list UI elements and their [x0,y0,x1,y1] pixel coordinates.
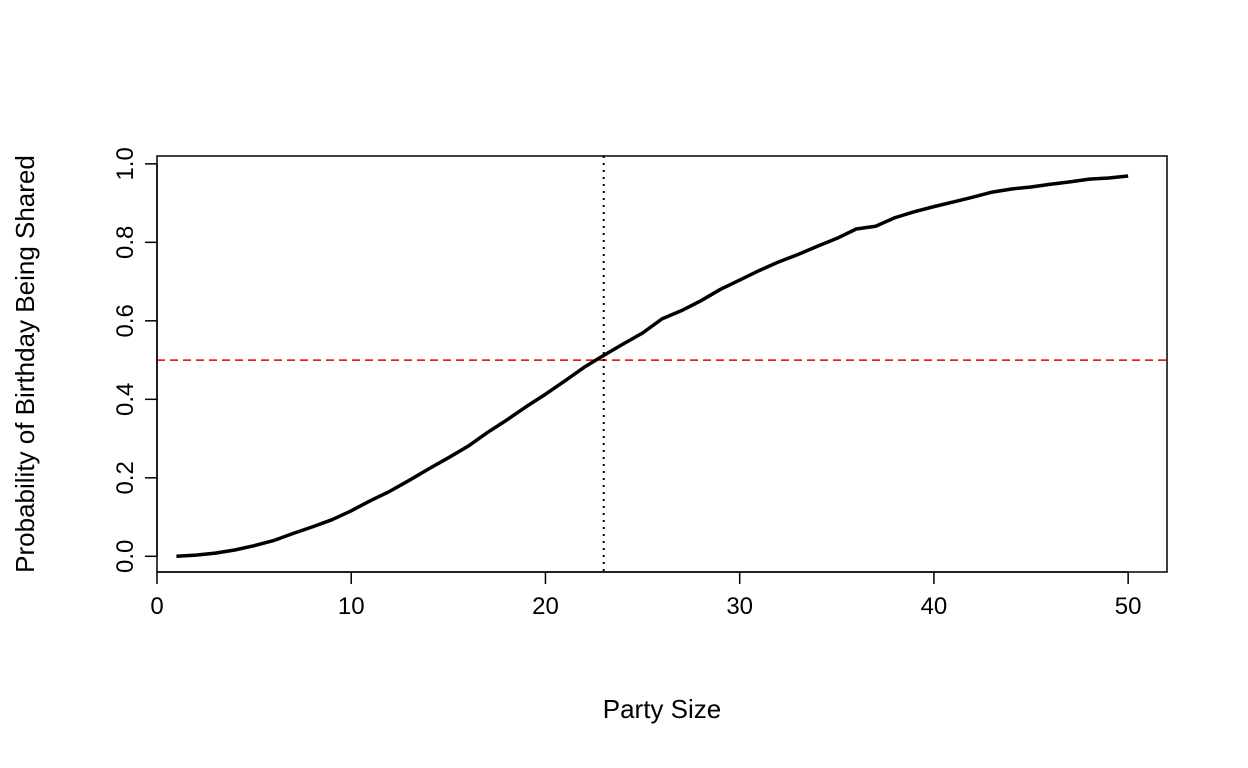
x-axis: 0 10 20 30 40 50 [150,571,1142,620]
x-tick-label: 20 [532,593,559,620]
x-tick-label: 40 [921,593,948,620]
y-tick-label: 0.0 [112,540,139,573]
plot-area-border [156,155,1168,573]
series-layer [176,174,1129,559]
y-tick-label: 0.4 [112,383,139,416]
y-axis: 0.0 0.2 0.4 0.6 0.8 1.0 [112,147,158,573]
series-line [176,174,1129,559]
y-tick-label: 1.0 [112,147,139,180]
y-axis-title: Probability of Birthday Being Shared [10,155,40,573]
x-tick-label: 30 [726,593,753,620]
reference-lines [157,156,1167,572]
x-axis-title: Party Size [603,694,722,724]
x-tick-label: 50 [1115,593,1142,620]
y-tick-label: 0.2 [112,461,139,494]
y-tick-label: 0.6 [112,304,139,337]
x-tick-label: 10 [338,593,365,620]
x-tick-label: 0 [150,593,163,620]
y-tick-label: 0.8 [112,226,139,259]
